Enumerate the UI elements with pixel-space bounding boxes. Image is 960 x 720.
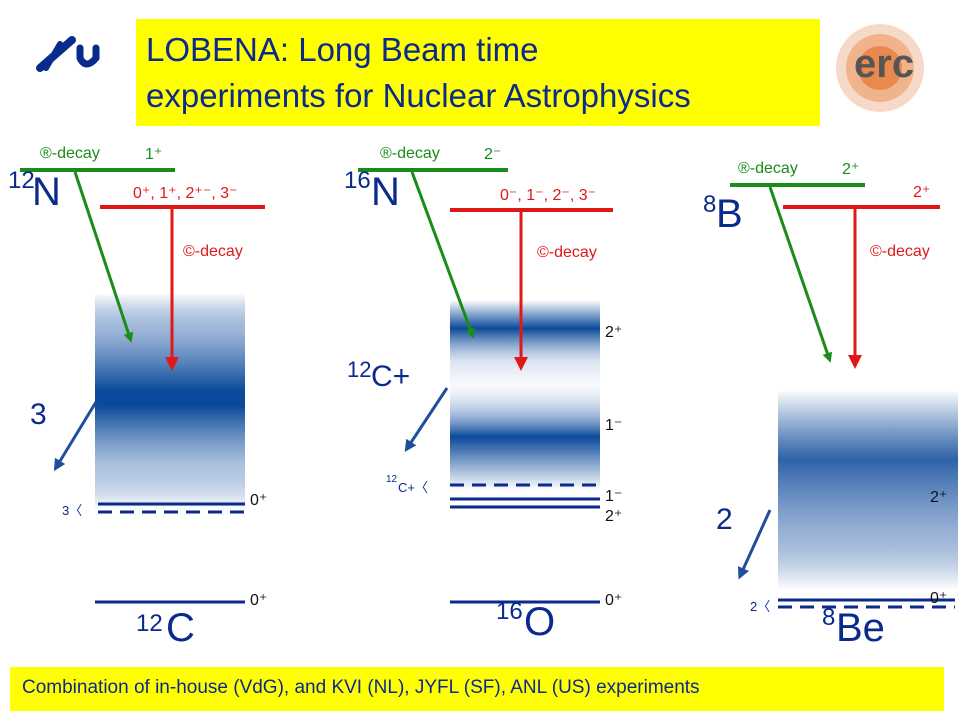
footer-box: Combination of in-house (VdG), and KVI (… [10, 667, 944, 711]
title-line-1: LOBENA: Long Beam time [146, 31, 539, 68]
n12-parent-element: N [32, 170, 61, 214]
c12-level-upper-label: 0⁺ [250, 492, 268, 509]
o16-level-a-label: 2⁺ [605, 324, 623, 341]
be8-ground-label: 0⁺ [930, 590, 948, 607]
o16-level-b-label: 1⁻ [605, 417, 623, 434]
n12-ec-label: ©-decay [183, 243, 243, 260]
c12-ground-label: 0⁺ [250, 592, 268, 609]
n12-ec-jp: 0⁺, 1⁺, 2⁺⁻, 3⁻ [133, 185, 238, 202]
n16-breakup-mass: 12 [347, 357, 372, 382]
n16-threshold-mass: 12 [386, 474, 398, 485]
b8-threshold-label: 2〈 [750, 599, 771, 614]
n12-beta-label: ®-decay [40, 145, 100, 162]
o16-continuum [450, 300, 600, 490]
n16-parent-element: N [371, 170, 400, 214]
b8-beta-label: ®-decay [738, 160, 798, 177]
panel-n16 [358, 168, 613, 604]
title-line-2: experiments for Nuclear Astrophysics [146, 77, 691, 114]
c12-continuum [95, 293, 245, 510]
b8-ec-label: ©-decay [870, 243, 930, 260]
n16-beta-label: ®-decay [380, 145, 440, 162]
be8-level-upper-label: 2⁺ [930, 489, 948, 506]
b8-beta-arrow [768, 186, 833, 363]
b8-parent-mass: 8 [703, 191, 717, 218]
be8-element: Be [836, 606, 885, 650]
erc-logo-text: erc [854, 42, 915, 86]
n12-parent-mass: 12 [8, 167, 35, 194]
n16-parent-mass: 16 [344, 167, 371, 194]
panel-b8 [730, 183, 958, 609]
o16-ground-label: 0⁺ [605, 592, 623, 609]
c12-mass: 12 [136, 610, 163, 637]
n16-threshold-label: C+〈 [398, 480, 428, 495]
b8-parent-element: B [716, 192, 743, 236]
c12-element: C [166, 606, 195, 650]
n16-beta-jp: 2⁻ [484, 146, 502, 163]
n16-breakup-label: C+ [371, 360, 411, 393]
b8-breakup-label: 2 [716, 503, 733, 536]
be8-continuum [778, 390, 958, 590]
o16-level-c-label: 1⁻ [605, 488, 623, 505]
title-box: LOBENA: Long Beam time experiments for N… [136, 19, 820, 126]
erc-logo [836, 24, 924, 112]
o16-level-d-label: 2⁺ [605, 508, 623, 525]
b8-beta-jp: 2⁺ [842, 161, 860, 178]
n12-breakup-label: 3 [30, 398, 47, 431]
b8-breakup-arrow [738, 509, 772, 580]
n16-ec-jp: 0⁻, 1⁻, 2⁻, 3⁻ [500, 187, 597, 204]
panel-n12 [20, 168, 265, 604]
b8-ec-jp: 2⁺ [913, 184, 931, 201]
n16-ec-label: ©-decay [537, 244, 597, 261]
n12-threshold-label: 3〈 [62, 503, 83, 518]
n12-breakup-arrow [53, 401, 98, 472]
university-logo [36, 36, 100, 72]
footer-text: Combination of in-house (VdG), and KVI (… [22, 677, 700, 698]
be8-mass: 8 [822, 604, 836, 631]
n16-beta-arrow [410, 171, 475, 339]
n12-beta-arrow [73, 171, 134, 343]
n16-breakup-arrow [404, 387, 449, 453]
n12-beta-jp: 1⁺ [145, 146, 163, 163]
o16-mass: 16 [496, 598, 523, 625]
o16-element: O [524, 600, 556, 644]
